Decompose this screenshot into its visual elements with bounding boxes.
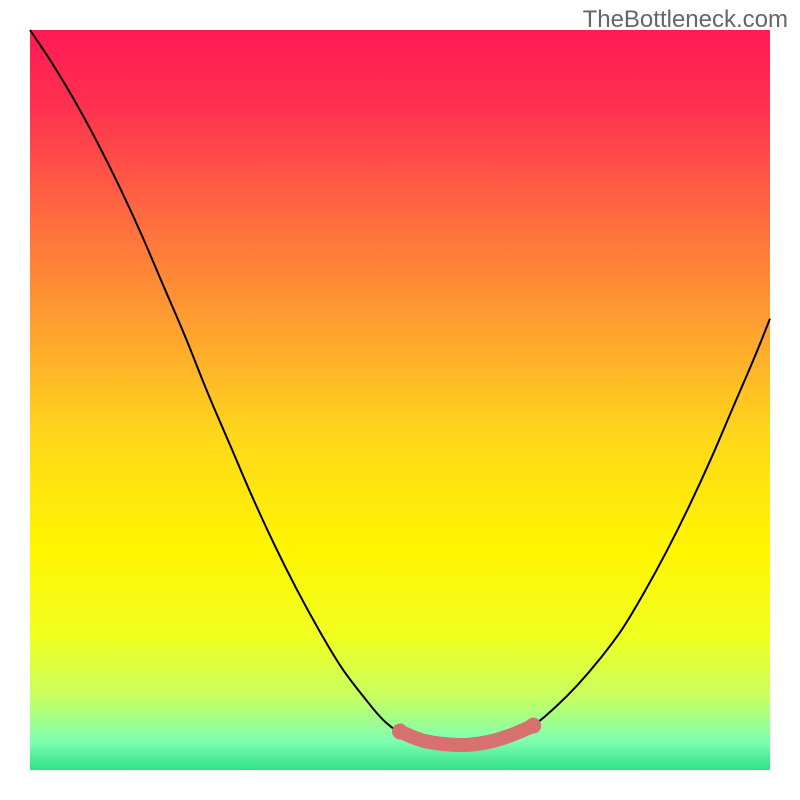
highlight-dot — [525, 718, 541, 734]
highlight-dot — [392, 724, 408, 740]
plot-background — [30, 30, 770, 770]
attribution-text: TheBottleneck.com — [583, 6, 788, 34]
bottleneck-chart: TheBottleneck.com — [0, 0, 800, 800]
chart-svg — [0, 0, 800, 800]
